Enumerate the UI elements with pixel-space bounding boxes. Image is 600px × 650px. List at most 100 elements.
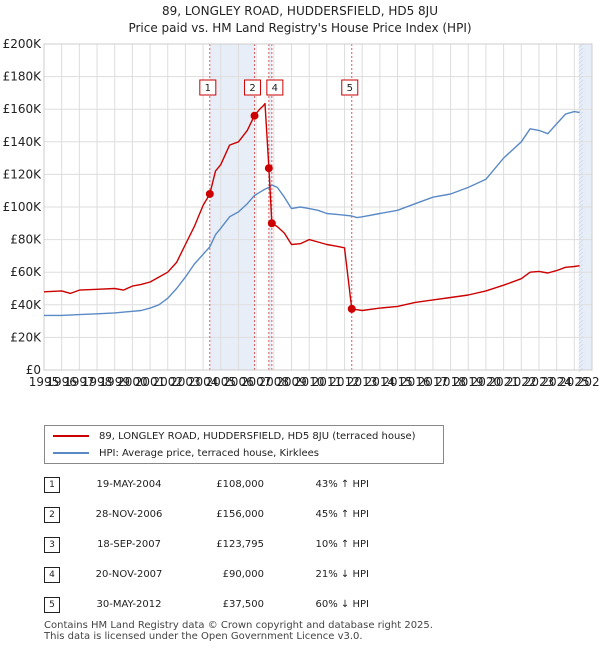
x-tick-label: 2013 — [347, 375, 378, 389]
sale-point-3 — [264, 164, 273, 173]
hatch-line — [578, 167, 583, 173]
hatch-line — [578, 107, 583, 113]
table-row: 3 18-SEP-2007 £123,795 10% ↑ HPI — [44, 535, 564, 555]
hatch-line — [578, 63, 583, 69]
hatch-line — [578, 87, 583, 93]
x-tick-label: 1995 — [29, 375, 60, 389]
x-tick-label: 2007 — [241, 375, 272, 389]
x-tick-label: 1999 — [99, 375, 130, 389]
hatch-line — [578, 195, 583, 201]
x-tick-label: 2026 — [577, 375, 600, 389]
hatch-line — [578, 291, 583, 297]
row-date: 18-SEP-2007 — [97, 539, 161, 550]
y-tick-label: £20K — [10, 330, 42, 344]
footer-licence: This data is licensed under the Open Gov… — [44, 631, 363, 642]
hatch-line — [578, 231, 583, 237]
hatch-line — [578, 223, 583, 229]
x-tick-label: 2017 — [418, 375, 449, 389]
legend-swatch-property — [53, 435, 89, 437]
table-row: 4 20-NOV-2007 £90,000 21% ↓ HPI — [44, 565, 564, 585]
x-tick-label: 2019 — [453, 375, 484, 389]
row-price: £123,795 — [216, 539, 264, 550]
hatch-line — [578, 295, 583, 301]
x-tick-label: 2009 — [276, 375, 307, 389]
sale-point-4 — [267, 219, 276, 228]
hatch-line — [578, 151, 583, 157]
y-tick-label: £120K — [3, 167, 43, 181]
hatch-line — [578, 299, 583, 305]
marker-box-label-4: 4 — [272, 83, 278, 94]
hatch-line — [578, 199, 583, 205]
sale-point-1 — [205, 189, 214, 198]
hatch-line — [578, 143, 583, 149]
hatch-line — [578, 239, 583, 245]
y-tick-label: £180K — [3, 70, 43, 84]
hatch-line — [578, 279, 583, 285]
x-tick-label: 2008 — [259, 375, 290, 389]
x-tick-label: 2022 — [506, 375, 537, 389]
hatch-line — [578, 67, 583, 73]
hatch-line — [578, 59, 583, 65]
y-tick-label: £40K — [10, 298, 42, 312]
y-tick-label: £0 — [26, 363, 41, 377]
x-tick-label: 2018 — [435, 375, 466, 389]
hatch-line — [578, 359, 583, 365]
hatch-line — [578, 251, 583, 257]
row-date: 30-MAY-2012 — [96, 599, 162, 610]
row-number-badge: 2 — [44, 507, 60, 523]
hatch-line — [578, 215, 583, 221]
row-number-badge: 4 — [44, 567, 60, 583]
chart-subtitle: Price paid vs. HM Land Registry's House … — [128, 21, 472, 35]
hatch-line — [578, 187, 583, 193]
hatch-line — [578, 287, 583, 293]
x-tick-label: 2024 — [541, 375, 572, 389]
row-date: 19-MAY-2004 — [96, 479, 162, 490]
hatch-line — [578, 91, 583, 97]
hatch-line — [578, 135, 583, 141]
x-tick-label: 2002 — [152, 375, 183, 389]
marker-box-label-1: 1 — [205, 83, 211, 94]
y-tick-label: £160K — [3, 102, 43, 116]
marker-box-1 — [199, 79, 217, 96]
series-line-hpi — [44, 110, 580, 317]
marker-box-label-5: 5 — [347, 83, 353, 94]
hatch-line — [578, 315, 583, 321]
legend-item-property: 89, LONGLEY ROAD, HUDDERSFIELD, HD5 8JU … — [53, 428, 416, 444]
hatch-line — [578, 111, 583, 117]
x-tick-label: 2004 — [188, 375, 219, 389]
hatch-line — [578, 159, 583, 165]
x-tick-label: 2000 — [117, 375, 148, 389]
x-tick-label: 1998 — [82, 375, 113, 389]
hatch-line — [578, 51, 583, 57]
row-hpi-change: 43% ↑ HPI — [315, 479, 369, 490]
x-tick-label: 2001 — [135, 375, 166, 389]
hatch-line — [578, 55, 583, 61]
hatch-line — [578, 147, 583, 153]
hatch-line — [578, 219, 583, 225]
chart-title: 89, LONGLEY ROAD, HUDDERSFIELD, HD5 8JU — [161, 4, 438, 18]
hatch-line — [578, 227, 583, 233]
hatch-line — [578, 79, 583, 85]
y-tick-label: £60K — [10, 265, 42, 279]
hatch-line — [578, 83, 583, 89]
hatch-line — [578, 211, 583, 217]
x-tick-label: 2021 — [488, 375, 519, 389]
x-tick-label: 2023 — [524, 375, 555, 389]
x-tick-label: 2006 — [223, 375, 254, 389]
hatch-line — [578, 283, 583, 289]
hatch-line — [578, 275, 583, 281]
hatch-line — [578, 347, 583, 353]
hatch-line — [578, 311, 583, 317]
row-price: £90,000 — [222, 569, 264, 580]
hatch-line — [578, 119, 583, 125]
hatch-line — [578, 339, 583, 345]
table-row: 2 28-NOV-2006 £156,000 45% ↑ HPI — [44, 505, 564, 525]
x-tick-label: 1996 — [46, 375, 77, 389]
x-tick-label: 2005 — [206, 375, 237, 389]
hatch-line — [578, 95, 583, 101]
sale-point-2 — [250, 111, 259, 120]
x-tick-label: 2020 — [471, 375, 502, 389]
legend: 89, LONGLEY ROAD, HUDDERSFIELD, HD5 8JU … — [44, 425, 444, 464]
hatch-line — [578, 103, 583, 109]
x-tick-label: 1997 — [64, 375, 95, 389]
